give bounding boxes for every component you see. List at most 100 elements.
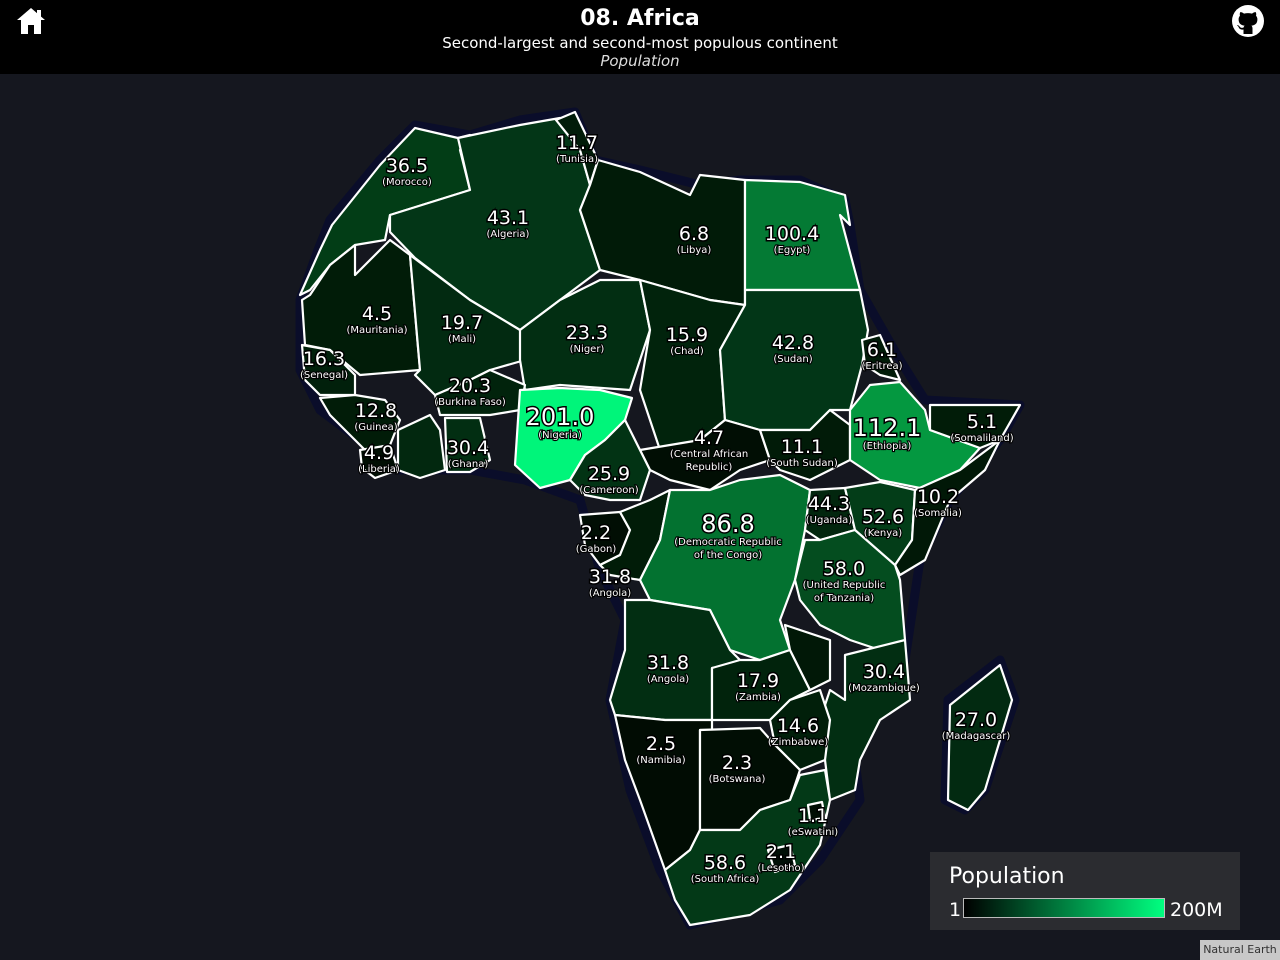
label-kenya: 52.6(Kenya) — [860, 505, 905, 541]
name-lesotho: (Lesotho) — [757, 863, 804, 874]
name-tunisia: (Tunisia) — [556, 154, 598, 165]
label-namibia: 2.5(Namibia) — [635, 732, 686, 768]
name-egypt: (Egypt) — [774, 245, 811, 256]
label-sudan: 42.8(Sudan) — [770, 331, 815, 367]
value-eritrea: 6.1 — [867, 339, 897, 361]
value-burkina: 20.3 — [449, 375, 491, 397]
label-algeria: 43.1(Algeria) — [485, 206, 530, 242]
country-ethiopia[interactable] — [848, 380, 982, 490]
label-zimbabwe: 14.6(Zimbabwe) — [767, 714, 830, 750]
country-liberia[interactable] — [358, 443, 400, 480]
value-botswana: 2.3 — [722, 752, 752, 774]
name-zambia: (Zambia) — [735, 692, 781, 703]
label-botswana: 2.3(Botswana) — [708, 751, 767, 787]
map-subtitle: Second-largest and second-most populous … — [442, 34, 838, 52]
country-congo[interactable] — [598, 488, 672, 582]
label-uganda: 44.3(Uganda) — [805, 492, 854, 528]
label-madagascar: 27.0(Madagascar) — [941, 708, 1012, 744]
attribution[interactable]: Natural Earth — [1200, 940, 1280, 960]
value-eswatini: 1.1 — [798, 805, 828, 827]
legend-title: Population — [949, 864, 1065, 889]
name-somaliland: (Somaliland) — [950, 433, 1013, 444]
value-mozambique: 30.4 — [863, 661, 905, 683]
country-car[interactable] — [638, 418, 772, 492]
name-senegal: (Senegal) — [300, 370, 348, 381]
value-zimbabwe: 14.6 — [777, 715, 819, 737]
label-morocco: 36.5(Morocco) — [381, 154, 433, 190]
name-mozambique: (Mozambique) — [848, 683, 920, 694]
country-malawi[interactable] — [783, 623, 832, 692]
github-icon[interactable] — [1231, 4, 1265, 38]
label-guinea: 12.8(Guinea) — [353, 399, 399, 435]
label-southafrica: 58.6(South Africa) — [690, 851, 761, 887]
label-zambia: 17.9(Zambia) — [734, 669, 782, 705]
map-title: 08. Africa — [580, 6, 700, 31]
name-algeria: (Algeria) — [487, 229, 530, 240]
country-zambia[interactable] — [710, 648, 812, 722]
country-niger[interactable] — [518, 278, 652, 392]
country-somalia[interactable] — [893, 438, 1002, 577]
name-tanzania: (United Republic of Tanzania) — [803, 580, 886, 604]
country-ivorycoast[interactable] — [396, 413, 447, 480]
label-southsudan: 11.1(South Sudan) — [765, 435, 839, 471]
country-eswatini[interactable] — [806, 800, 827, 822]
label-drc: 86.8(Democratic Republic of the Congo) — [673, 509, 783, 563]
name-southsudan: (South Sudan) — [766, 458, 838, 469]
name-angola: (Angola) — [647, 674, 689, 685]
country-mozambique[interactable] — [818, 638, 912, 802]
value-car: 4.7 — [694, 427, 724, 449]
label-ghana: 30.4(Ghana) — [445, 436, 490, 472]
label-car: 4.7(Central African Republic) — [669, 426, 750, 475]
label-liberia: 4.9(Liberia) — [357, 441, 401, 477]
country-shapes — [298, 110, 1022, 927]
label-eritrea: 6.1(Eritrea) — [860, 338, 903, 374]
value-chad: 15.9 — [666, 324, 708, 346]
legend-gradient — [963, 898, 1165, 918]
value-drc: 86.8 — [701, 510, 754, 538]
value-ghana: 30.4 — [447, 437, 489, 459]
value-uganda: 44.3 — [808, 493, 850, 515]
country-ghana[interactable] — [443, 416, 492, 474]
country-lesotho[interactable] — [766, 843, 797, 874]
label-mauritania: 4.5(Mauritania) — [345, 302, 408, 338]
label-tunisia: 11.7(Tunisia) — [554, 131, 599, 167]
country-southafrica[interactable] — [663, 768, 832, 927]
name-uganda: (Uganda) — [806, 515, 853, 526]
name-mauritania: (Mauritania) — [346, 325, 407, 336]
value-niger: 23.3 — [566, 322, 608, 344]
label-niger: 23.3(Niger) — [564, 321, 609, 357]
value-guinea: 12.8 — [355, 400, 397, 422]
legend-min-label: 1 — [949, 899, 962, 921]
name-libya: (Libya) — [677, 245, 712, 256]
country-somaliland[interactable] — [928, 403, 1022, 450]
metric-label: Population — [600, 52, 680, 70]
label-somalia: 10.2(Somalia) — [913, 485, 963, 521]
country-drc[interactable] — [638, 473, 812, 662]
name-eritrea: (Eritrea) — [861, 361, 902, 372]
value-senegal: 16.3 — [303, 348, 345, 370]
home-icon[interactable] — [14, 4, 48, 38]
value-angola: 31.8 — [647, 652, 689, 674]
name-morocco: (Morocco) — [382, 177, 432, 188]
value-egypt: 100.4 — [765, 223, 819, 245]
country-madagascar[interactable] — [946, 663, 1014, 812]
value-cameroon: 25.9 — [588, 463, 630, 485]
africa-map: 36.5(Morocco) 43.1(Algeria) 11.7(Tunisia) 6… — [295, 107, 1025, 930]
name-ghana: (Ghana) — [448, 459, 489, 470]
label-somaliland: 5.1(Somaliland) — [949, 410, 1015, 446]
name-burkina: (Burkina Faso) — [434, 397, 506, 408]
label-ethiopia: 112.1(Ethiopia) — [851, 413, 923, 454]
label-nigeria: 201.0(Nigeria) — [524, 402, 596, 443]
name-ethiopia: (Ethiopia) — [863, 441, 912, 452]
value-somalia: 10.2 — [917, 486, 959, 508]
label-gabon: 2.2(Gabon) — [575, 521, 618, 557]
country-cameroon[interactable] — [568, 418, 652, 502]
label-mozambique: 30.4(Mozambique) — [847, 660, 921, 696]
name-southafrica: (South Africa) — [691, 874, 760, 885]
name-namibia: (Namibia) — [636, 755, 685, 766]
name-cameroon: (Cameroon) — [579, 485, 638, 496]
name-angola_n: (Angola) — [589, 588, 631, 599]
name-sudan: (Sudan) — [773, 354, 812, 365]
name-mali: (Mali) — [448, 334, 476, 345]
country-eritrea[interactable] — [860, 333, 902, 382]
